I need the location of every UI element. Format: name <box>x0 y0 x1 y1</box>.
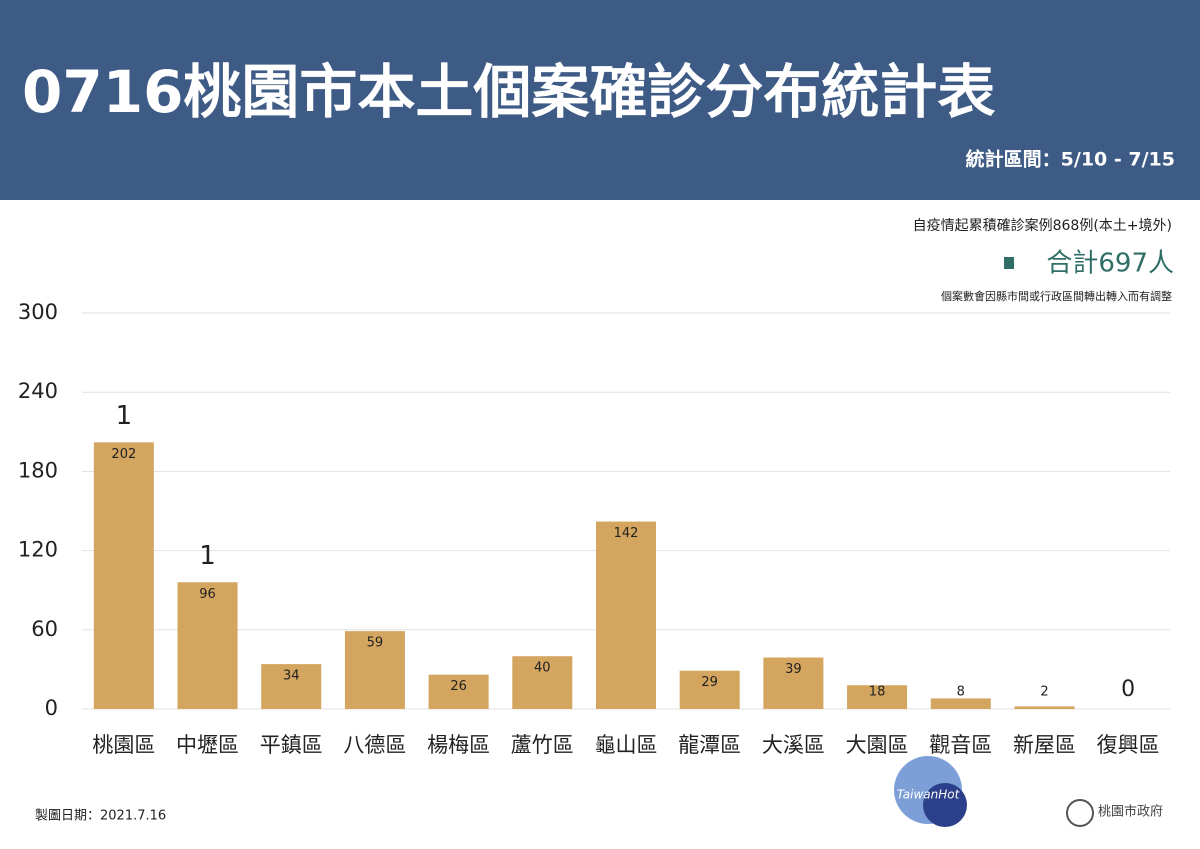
x-tick-label: 大溪區 <box>762 733 825 757</box>
top-label: 1 <box>116 401 133 431</box>
y-tick-label: 60 <box>31 617 58 641</box>
x-tick-label: 龜山區 <box>595 733 658 757</box>
value-label: 39 <box>785 662 802 677</box>
bar <box>847 685 908 709</box>
value-label: 34 <box>283 669 300 684</box>
note: 自疫情起累積確診案例868例(本土+境外) <box>913 217 1172 234</box>
bar <box>512 656 573 709</box>
x-tick-label: 龍潭區 <box>678 733 741 757</box>
chart-title: 0716桃園市本土個案確診分布統計表 <box>22 58 995 126</box>
top-label: 1 <box>199 541 216 571</box>
x-tick-label: 八德區 <box>343 733 406 757</box>
y-tick-label: 300 <box>18 300 58 324</box>
x-tick-label: 楊梅區 <box>427 733 490 757</box>
x-tick-label: 復興區 <box>1097 733 1160 757</box>
value-label: 2 <box>1040 685 1048 700</box>
watermark-circle <box>923 783 967 827</box>
logo-icon <box>1066 799 1094 827</box>
x-tick-label: 新屋區 <box>1013 733 1076 757</box>
value-label: 0 <box>1121 677 1135 702</box>
x-tick-label: 觀音區 <box>929 733 992 757</box>
value-label: 18 <box>869 685 886 700</box>
header-band <box>0 0 1200 200</box>
y-tick-label: 180 <box>18 458 58 482</box>
subtitle: 統計區間：5/10 - 7/15 <box>966 148 1175 171</box>
bar <box>177 582 238 709</box>
value-label: 26 <box>450 679 467 694</box>
y-tick-label: 120 <box>18 538 58 562</box>
note-marker <box>1004 257 1014 269</box>
logo-text: 桃園市政府 <box>1098 804 1163 820</box>
x-tick-label: 平鎮區 <box>260 733 323 757</box>
bar <box>1014 706 1075 709</box>
bar <box>679 670 740 709</box>
bar <box>344 631 405 709</box>
plot: 060120180240300桃園區2021中壢區961平鎮區34八德區59楊梅… <box>18 300 1170 757</box>
x-tick-label: 蘆竹區 <box>511 733 574 757</box>
value-label: 40 <box>534 661 551 676</box>
x-tick-label: 中壢區 <box>176 733 239 757</box>
bar <box>763 657 824 709</box>
footer: 製圖日期：2021.7.16 <box>35 809 166 824</box>
bar <box>930 698 991 709</box>
total-note: 合計697人 <box>1046 249 1174 279</box>
value-label: 29 <box>701 675 718 690</box>
bar <box>261 664 322 709</box>
value-label: 59 <box>367 636 384 651</box>
y-tick-label: 0 <box>45 696 58 720</box>
x-tick-label: 桃園區 <box>92 733 155 757</box>
bar <box>596 521 656 709</box>
note: 個案數會因縣市間或行政區間轉出轉入而有調整 <box>941 289 1172 303</box>
value-label: 142 <box>614 526 639 541</box>
value-label: 96 <box>199 587 216 602</box>
value-label: 8 <box>957 685 965 700</box>
bar <box>428 674 489 709</box>
y-tick-label: 240 <box>18 379 58 403</box>
x-tick-label: 大園區 <box>846 733 909 757</box>
watermark: TaiwanHot <box>897 788 961 802</box>
bar <box>93 442 154 709</box>
value-label: 202 <box>111 447 136 462</box>
